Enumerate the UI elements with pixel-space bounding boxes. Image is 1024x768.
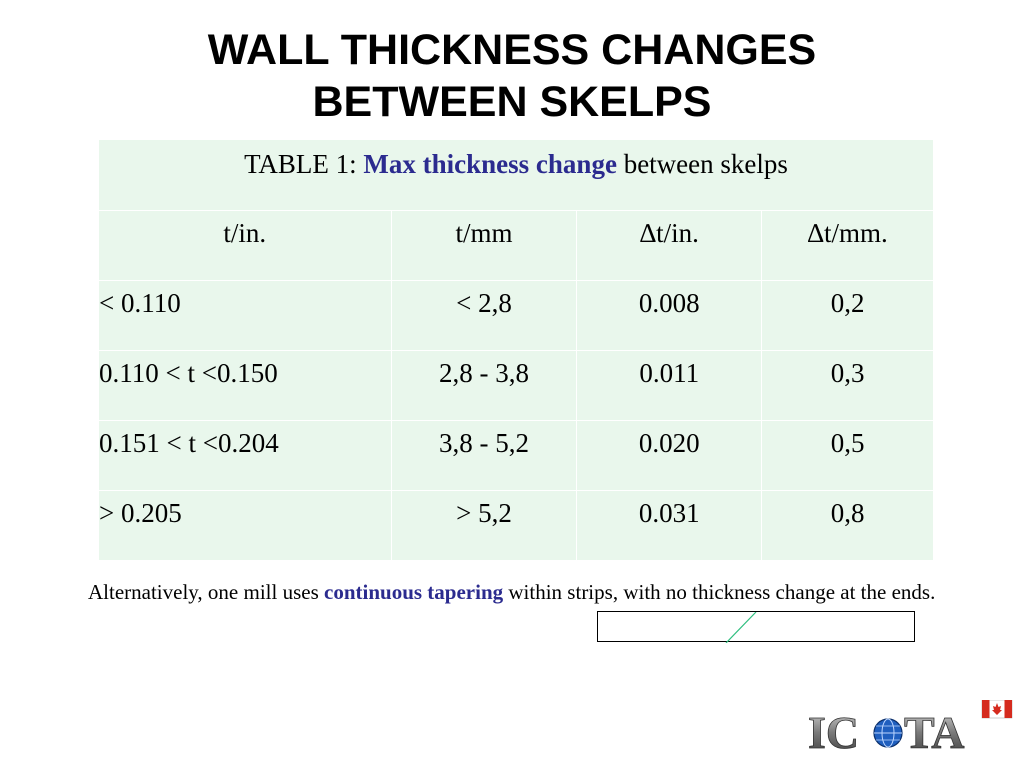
table-cell: 0,5 [761,420,934,491]
table-row: 0.151 < t <0.204 3,8 - 5,2 0.020 0,5 [98,420,934,491]
table-cell: 0.008 [576,280,763,351]
canada-flag-icon [981,699,1013,719]
table-row: 0.110 < t <0.150 2,8 - 3,8 0.011 0,3 [98,350,934,421]
table-cell: < 0.110 [98,280,392,351]
header-cell: t/mm [390,210,578,281]
taper-line [725,611,757,644]
caption-highlight: Max thickness change [363,149,617,179]
table-row: < 0.110 < 2,8 0.008 0,2 [98,280,934,351]
svg-text:TA: TA [904,707,965,758]
caption-prefix: TABLE 1: [244,149,364,179]
taper-diagram-box [597,611,915,644]
header-cell: t/in. [98,210,392,281]
table-cell: 3,8 - 5,2 [390,420,578,491]
table-cell: < 2,8 [390,280,578,351]
table-row: > 0.205 > 5,2 0.031 0,8 [98,490,934,561]
table-cell: 0.020 [576,420,763,491]
logo-graphic: IC TA [808,699,1013,758]
caption-suffix: between skelps [616,149,788,179]
table-cell: 0.110 < t <0.150 [98,350,392,421]
footnote-highlight: continuous tapering [324,580,504,604]
globe-icon [873,718,903,748]
table-cell: 0,8 [761,490,934,561]
table-cell: 0,3 [761,350,934,421]
icota-logo: IC TA [806,699,1016,760]
table-cell: > 0.205 [98,490,392,561]
header-cell: ∆t/mm. [761,210,934,281]
footnote-prefix: Alternatively, one mill uses [88,580,325,604]
table-cell: 0.011 [576,350,763,421]
svg-text:IC: IC [808,707,859,758]
thickness-table: TABLE 1: Max thickness change between sk… [98,139,934,561]
footnote: Alternatively, one mill uses continuous … [88,577,948,608]
table-cell: > 5,2 [390,490,578,561]
table-header-row: t/in. t/mm ∆t/in. ∆t/mm. [98,210,934,281]
table-cell: 2,8 - 3,8 [390,350,578,421]
header-cell: ∆t/in. [576,210,763,281]
table-cell: 0.151 < t <0.204 [98,420,392,491]
title-line-2: BETWEEN SKELPS [312,78,712,126]
table-caption-row: TABLE 1: Max thickness change between sk… [98,139,934,211]
table-caption: TABLE 1: Max thickness change between sk… [98,139,934,211]
table-cell: 0,2 [761,280,934,351]
table-cell: 0.031 [576,490,763,561]
slide-title: WALL THICKNESS CHANGES BETWEEN SKELPS [0,24,1024,128]
footnote-suffix: within strips, with no thickness change … [503,580,936,604]
title-line-1: WALL THICKNESS CHANGES [207,26,817,74]
